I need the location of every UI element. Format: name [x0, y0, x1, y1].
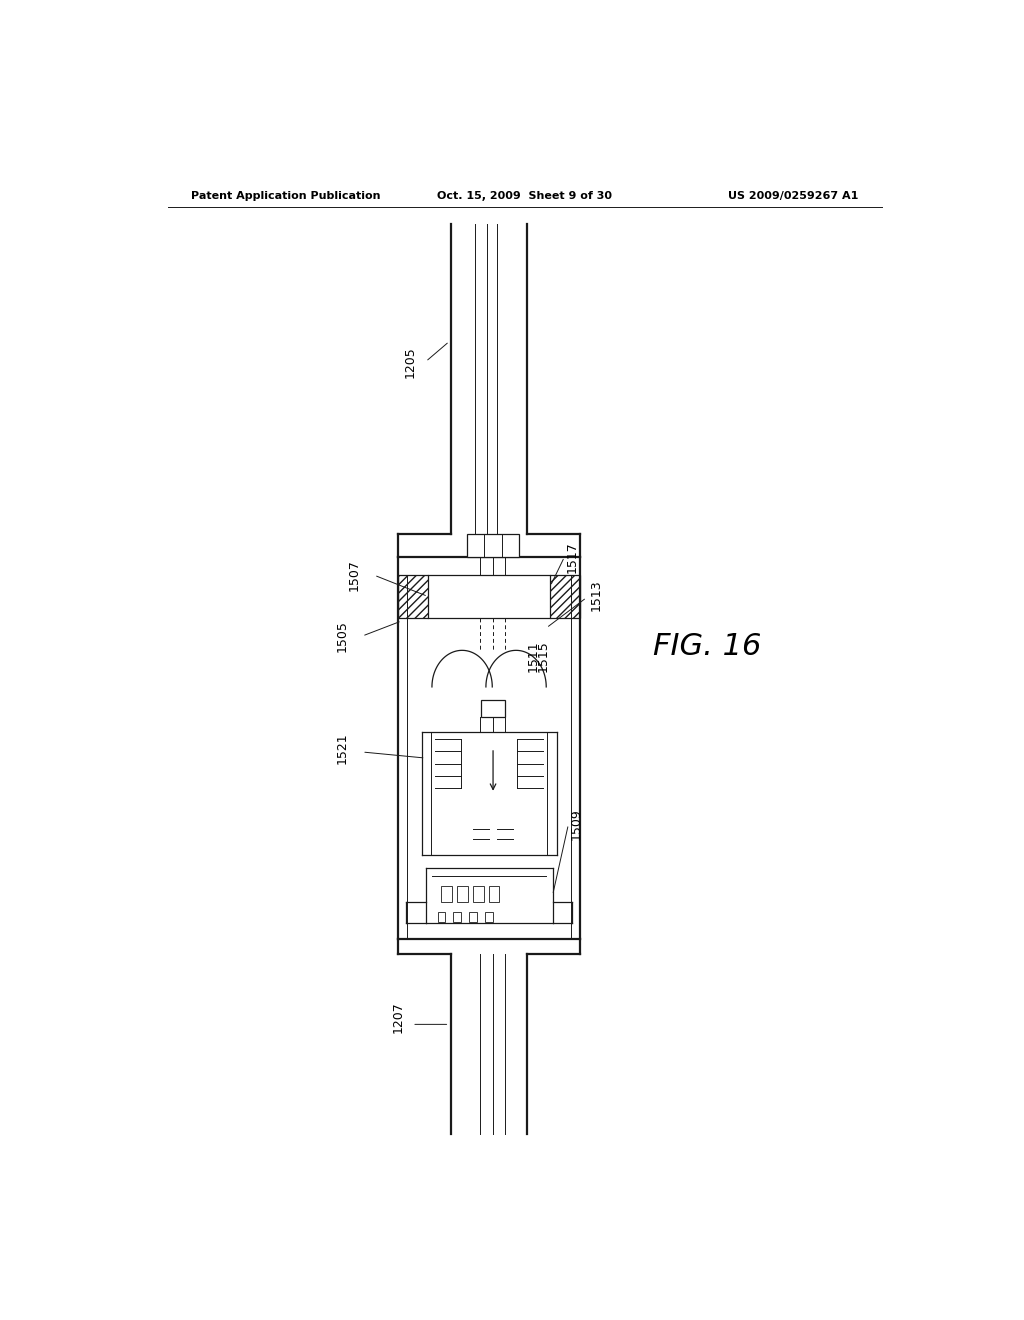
Bar [481, 700, 505, 718]
Bar [473, 886, 483, 903]
Text: 1513: 1513 [590, 579, 603, 611]
Text: 1515: 1515 [537, 640, 550, 672]
Bar [437, 912, 445, 921]
Text: 1509: 1509 [570, 808, 583, 840]
Text: US 2009/0259267 A1: US 2009/0259267 A1 [728, 191, 858, 201]
Bar [469, 912, 477, 921]
Bar [467, 535, 519, 557]
Text: 1507: 1507 [348, 560, 360, 591]
Bar [485, 912, 494, 921]
Bar [454, 912, 461, 921]
Bar [550, 576, 581, 618]
Text: 1517: 1517 [566, 541, 579, 573]
Text: 1511: 1511 [526, 640, 540, 672]
Bar [458, 886, 468, 903]
Text: 1207: 1207 [391, 1002, 404, 1034]
Bar [489, 886, 500, 903]
Text: FIG. 16: FIG. 16 [653, 632, 762, 661]
Text: 1205: 1205 [403, 346, 416, 378]
Bar [397, 576, 428, 618]
Text: Oct. 15, 2009  Sheet 9 of 30: Oct. 15, 2009 Sheet 9 of 30 [437, 191, 612, 201]
Text: 1521: 1521 [336, 733, 349, 764]
Bar [441, 886, 452, 903]
Text: Patent Application Publication: Patent Application Publication [191, 191, 381, 201]
Text: 1505: 1505 [336, 620, 349, 652]
